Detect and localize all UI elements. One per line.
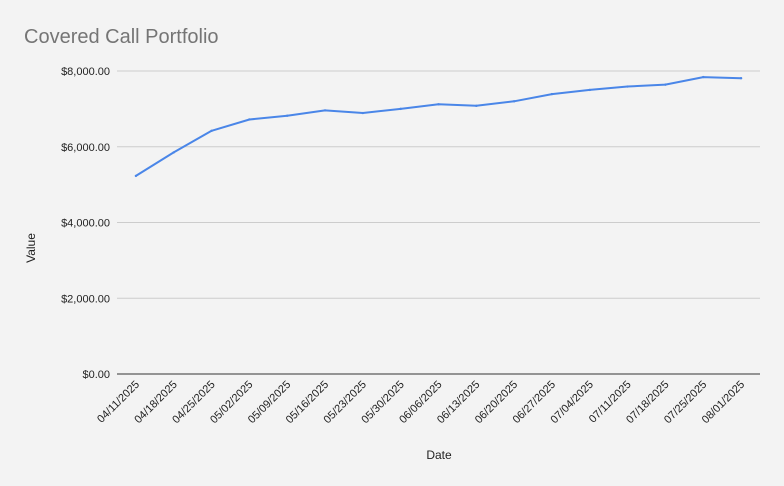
data-point xyxy=(210,129,213,133)
y-tick-label: $2,000.00 xyxy=(61,293,110,305)
data-point xyxy=(399,107,402,111)
y-tick-label: $0.00 xyxy=(82,369,110,381)
data-point xyxy=(437,103,440,106)
data-point xyxy=(475,104,478,108)
data-point xyxy=(626,85,629,88)
y-tick-label: $6,000.00 xyxy=(61,142,110,154)
data-point xyxy=(323,109,327,112)
y-tick-label: $4,000.00 xyxy=(61,218,110,230)
data-point xyxy=(702,75,705,79)
x-axis-label: Date xyxy=(426,448,452,462)
y-axis-label: Value xyxy=(24,233,38,263)
gridlines xyxy=(117,70,760,375)
data-point xyxy=(286,114,289,117)
data-point xyxy=(550,92,554,96)
data-point xyxy=(512,100,516,103)
series-layer xyxy=(134,75,743,178)
y-tick-labels: $0.00 $2,000.00 $4,000.00 $6,000.00 $8,000.0… xyxy=(61,66,110,381)
data-point xyxy=(172,151,175,154)
data-point xyxy=(664,83,667,86)
series-line xyxy=(134,76,743,177)
data-point xyxy=(588,88,591,92)
data-point xyxy=(361,111,365,115)
data-point xyxy=(134,174,138,178)
data-point xyxy=(248,118,251,121)
chart-title: Covered Call Portfolio xyxy=(24,26,219,48)
y-tick-label: $8,000.00 xyxy=(61,66,110,78)
data-point xyxy=(739,76,743,80)
x-tick-labels: 04/11/202504/18/202504/25/202505/02/2025… xyxy=(95,379,747,426)
